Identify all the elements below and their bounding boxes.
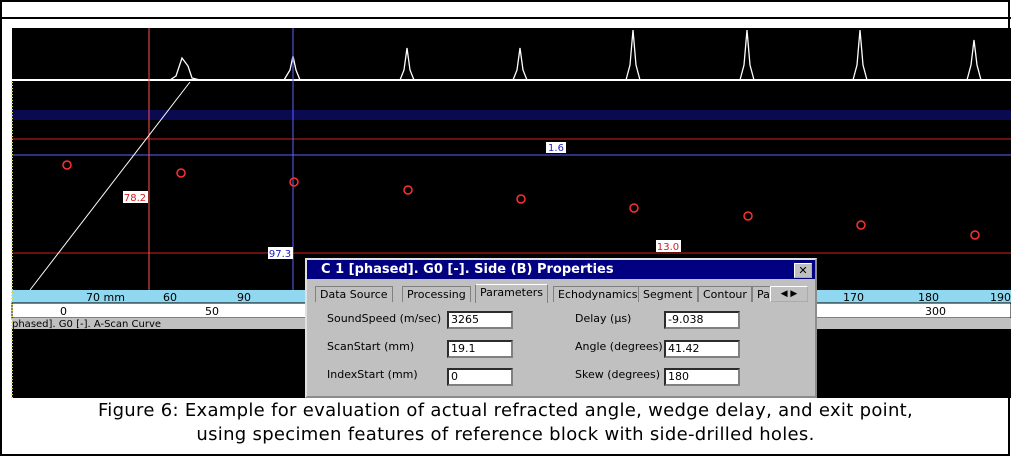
- tab[interactable]: Processing: [402, 286, 471, 302]
- scale-label: 50: [205, 305, 219, 318]
- field-input[interactable]: 41.42: [664, 340, 740, 358]
- field-label: SoundSpeed (m/sec): [327, 312, 441, 325]
- scale-label: 0: [60, 305, 67, 318]
- field-label: Skew (degrees): [575, 368, 660, 381]
- field-label: Angle (degrees): [575, 340, 663, 353]
- field-input[interactable]: 19.1: [447, 340, 513, 358]
- ruler-label: 90: [237, 291, 251, 304]
- ruler-label: 170: [843, 291, 864, 304]
- page: 1.6 78.2 13.0 97.3 70 mm 60 90 170 180 1…: [0, 0, 1011, 457]
- field-input[interactable]: 0: [447, 368, 513, 386]
- field-label: IndexStart (mm): [327, 368, 418, 381]
- tab[interactable]: Contour: [698, 286, 752, 302]
- tab-scroll[interactable]: ◀ ▶: [770, 286, 808, 302]
- cursor-label: 78.2: [124, 193, 146, 204]
- ruler-label: 60: [163, 291, 177, 304]
- dialog-title: C 1 [phased]. G0 [-]. Side (B) Propertie…: [307, 260, 815, 279]
- scale-label: 300: [925, 305, 946, 318]
- tab[interactable]: Segment: [638, 286, 698, 302]
- tab[interactable]: Data Source: [315, 286, 393, 302]
- cursor-label: 13.0: [657, 242, 679, 253]
- scan-area: [12, 28, 1011, 290]
- field-label: ScanStart (mm): [327, 340, 414, 353]
- status-text: phased]. G0 [-]. A-Scan Curve: [12, 319, 161, 330]
- ruler-label: 70 mm: [86, 291, 125, 304]
- caption: Figure 6: Example for evaluation of actu…: [0, 400, 1011, 421]
- properties-dialog: C 1 [phased]. G0 [-]. Side (B) Propertie…: [305, 258, 817, 398]
- field-input[interactable]: -9.038: [664, 311, 740, 329]
- ruler-label: 190: [990, 291, 1011, 304]
- field-input[interactable]: 180: [664, 368, 740, 386]
- cursor-label: 97.3: [269, 249, 291, 260]
- tab-active[interactable]: Parameters: [475, 284, 548, 303]
- field-label: Delay (µs): [575, 312, 631, 325]
- close-button[interactable]: ✕: [794, 263, 812, 278]
- tab[interactable]: Echodynamics: [553, 286, 642, 302]
- ruler-label: 180: [918, 291, 939, 304]
- cursor-label: 1.6: [548, 143, 564, 154]
- tab-strip: Data Source Processing Parameters Echody…: [315, 286, 815, 303]
- caption: using specimen features of reference blo…: [0, 424, 1011, 445]
- field-input[interactable]: 3265: [447, 311, 513, 329]
